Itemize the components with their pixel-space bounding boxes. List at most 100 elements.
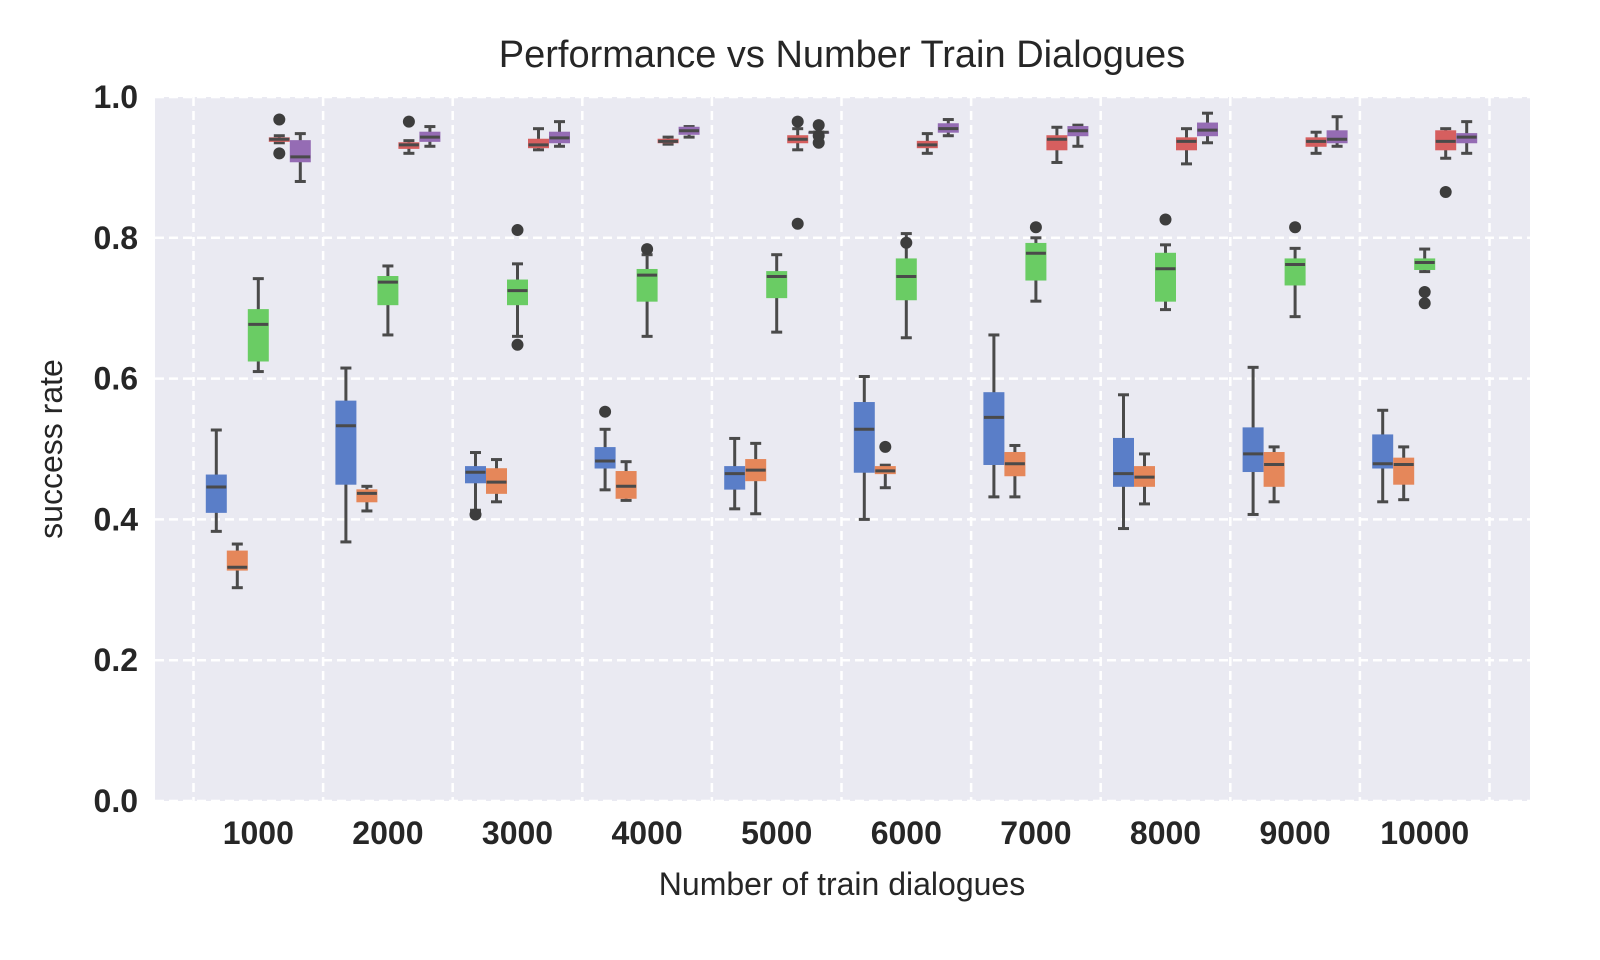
- y-tick-label: 0.4: [94, 501, 139, 537]
- box-9000-s1: [1242, 365, 1264, 516]
- iqr-box: [335, 400, 357, 485]
- iqr-box: [356, 489, 378, 503]
- box-7000-s4: [1046, 125, 1068, 164]
- box-3000-s5: [549, 120, 570, 148]
- x-tick-label: 5000: [741, 815, 812, 851]
- box-10000-s5: [1456, 120, 1478, 155]
- outlier-point: [1439, 186, 1452, 199]
- box-1000-s1: [205, 428, 227, 533]
- outlier-point: [511, 224, 524, 237]
- iqr-box: [1393, 457, 1415, 485]
- y-tick-label: 0.2: [94, 642, 138, 678]
- box-6000-s4: [916, 132, 938, 155]
- iqr-box: [1242, 427, 1264, 473]
- outlier-point: [641, 243, 654, 256]
- outlier-point: [1029, 221, 1042, 234]
- iqr-box: [289, 140, 311, 163]
- x-tick-label: 8000: [1130, 815, 1201, 851]
- box-3000-s3: [507, 224, 528, 351]
- y-tick-label: 0.8: [94, 220, 138, 256]
- iqr-box: [1263, 452, 1285, 487]
- box-7000-s2: [1004, 443, 1026, 499]
- box-2000-s2: [356, 484, 378, 513]
- box-8000-s3: [1155, 213, 1176, 312]
- y-axis-label: success rate: [33, 359, 69, 539]
- box-8000-s2: [1134, 452, 1155, 506]
- box-6000-s1: [853, 374, 875, 521]
- iqr-box: [247, 309, 269, 362]
- box-4000-s4: [657, 135, 679, 146]
- box-4000-s1: [594, 405, 616, 492]
- iqr-box: [1155, 252, 1176, 302]
- outlier-point: [1418, 286, 1431, 299]
- iqr-box: [507, 279, 528, 306]
- box-10000-s3: [1414, 247, 1436, 310]
- iqr-box: [205, 474, 227, 513]
- box-8000-s5: [1197, 111, 1218, 145]
- x-tick-labels: 1000 2000 3000 4000 5000 6000 7000 8000 9000 1000…: [223, 815, 1469, 851]
- y-tick-label: 1.0: [94, 79, 138, 115]
- box-6000-s2: [874, 440, 896, 490]
- box-2000-s1: [335, 366, 357, 544]
- x-tick-label: 4000: [612, 815, 683, 851]
- outlier-point: [1289, 221, 1302, 234]
- box-9000-s4: [1305, 130, 1327, 155]
- box-4000-s3: [636, 243, 658, 338]
- iqr-box: [1326, 130, 1348, 144]
- outlier-point: [791, 115, 804, 128]
- iqr-box: [983, 392, 1005, 465]
- box-6000-s5: [937, 118, 959, 138]
- box-1000-s4: [268, 113, 290, 160]
- x-tick-label: 3000: [482, 815, 553, 851]
- box-10000-s4: [1435, 127, 1457, 199]
- box-6000-s3: [895, 232, 917, 340]
- box-1000-s2: [226, 542, 248, 590]
- box-1000-s3: [247, 277, 269, 374]
- box-2000-s4: [398, 115, 420, 155]
- outlier-point: [1159, 213, 1172, 226]
- box-10000-s2: [1393, 445, 1415, 502]
- iqr-box: [1176, 137, 1197, 151]
- y-tick-label: 0.6: [94, 361, 138, 397]
- x-tick-label: 7000: [1000, 815, 1071, 851]
- iqr-box: [766, 271, 788, 299]
- iqr-box: [465, 466, 486, 484]
- y-tick-labels: 0.0 0.2 0.4 0.6 0.8 1.0: [94, 79, 139, 819]
- boxes-layer: [205, 111, 1478, 590]
- outlier-point: [402, 115, 415, 128]
- iqr-box: [1372, 434, 1394, 469]
- box-5000-s3: [766, 253, 788, 334]
- box-9000-s3: [1284, 221, 1306, 319]
- box-9000-s2: [1263, 445, 1285, 504]
- outlier-point: [791, 217, 804, 230]
- box-3000-s1: [465, 451, 486, 521]
- outlier-point: [273, 147, 286, 160]
- iqr-box: [1284, 258, 1306, 286]
- box-7000-s3: [1025, 221, 1047, 303]
- box-3000-s2: [486, 458, 507, 504]
- iqr-box: [594, 447, 616, 469]
- box-1000-s5: [289, 132, 311, 183]
- box-7000-s1: [983, 333, 1005, 499]
- iqr-box: [1113, 437, 1134, 487]
- iqr-box: [895, 258, 917, 301]
- outlier-point: [812, 129, 825, 142]
- grid-lines: [155, 95, 1530, 803]
- box-2000-s3: [377, 264, 399, 337]
- outlier-point: [812, 119, 825, 132]
- box-8000-s1: [1113, 393, 1134, 531]
- x-axis-label: Number of train dialogues: [659, 866, 1025, 902]
- x-tick-label: 9000: [1260, 815, 1331, 851]
- iqr-box: [724, 466, 746, 490]
- box-9000-s5: [1326, 115, 1348, 148]
- box-4000-s5: [678, 125, 700, 139]
- outlier-point: [469, 508, 482, 521]
- iqr-box: [1025, 242, 1047, 281]
- box-5000-s1: [724, 436, 746, 511]
- outlier-point: [879, 440, 892, 453]
- x-tick-label: 2000: [352, 815, 423, 851]
- box-5000-s2: [745, 441, 767, 516]
- x-tick-label: 6000: [871, 815, 942, 851]
- iqr-box: [853, 402, 875, 473]
